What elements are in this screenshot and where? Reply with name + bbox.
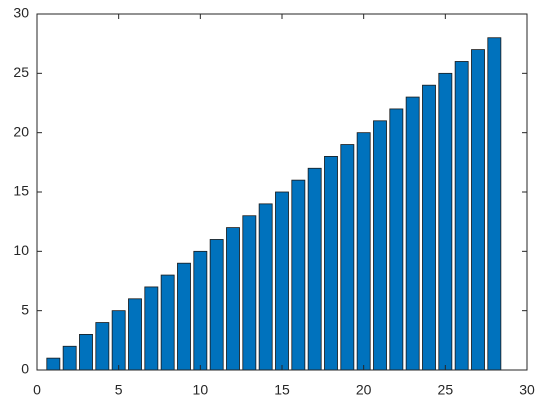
bar: [258, 203, 273, 371]
bar: [111, 310, 126, 371]
bar: [46, 357, 61, 371]
bar: [356, 132, 371, 371]
y-tick-label: 30: [13, 5, 29, 21]
bar: [144, 286, 159, 371]
x-tick-label: 25: [438, 382, 454, 398]
bar: [454, 61, 469, 371]
bar: [405, 96, 420, 371]
bar: [160, 274, 175, 371]
x-tick-label: 20: [356, 382, 372, 398]
bar: [389, 108, 404, 371]
bar: [79, 333, 93, 371]
bar: [340, 144, 355, 371]
bar: [324, 155, 338, 371]
bar: [226, 227, 240, 371]
bar: [177, 262, 191, 371]
bar: [471, 49, 485, 371]
bar: [128, 298, 142, 371]
bar: [209, 239, 224, 371]
x-tick-label: 15: [274, 382, 290, 398]
y-tick-label: 10: [13, 242, 29, 258]
x-tick-label: 30: [519, 382, 535, 398]
bar: [373, 120, 387, 371]
bar: [438, 72, 453, 371]
y-tick-label: 5: [21, 301, 29, 317]
bar: [193, 250, 208, 371]
x-tick-label: 10: [193, 382, 209, 398]
x-tick-label: 0: [33, 382, 41, 398]
bar: [275, 191, 289, 371]
y-tick-label: 20: [13, 123, 29, 139]
bar: [487, 37, 502, 371]
y-tick-label: 25: [13, 64, 29, 80]
bar: [242, 215, 257, 371]
bar: [62, 345, 77, 371]
y-tick-label: 0: [21, 361, 29, 377]
bar: [291, 179, 306, 371]
y-tick-label: 15: [13, 183, 29, 199]
x-tick-label: 5: [115, 382, 123, 398]
bar: [95, 322, 110, 371]
bar: [307, 167, 322, 371]
bar: [422, 84, 436, 371]
